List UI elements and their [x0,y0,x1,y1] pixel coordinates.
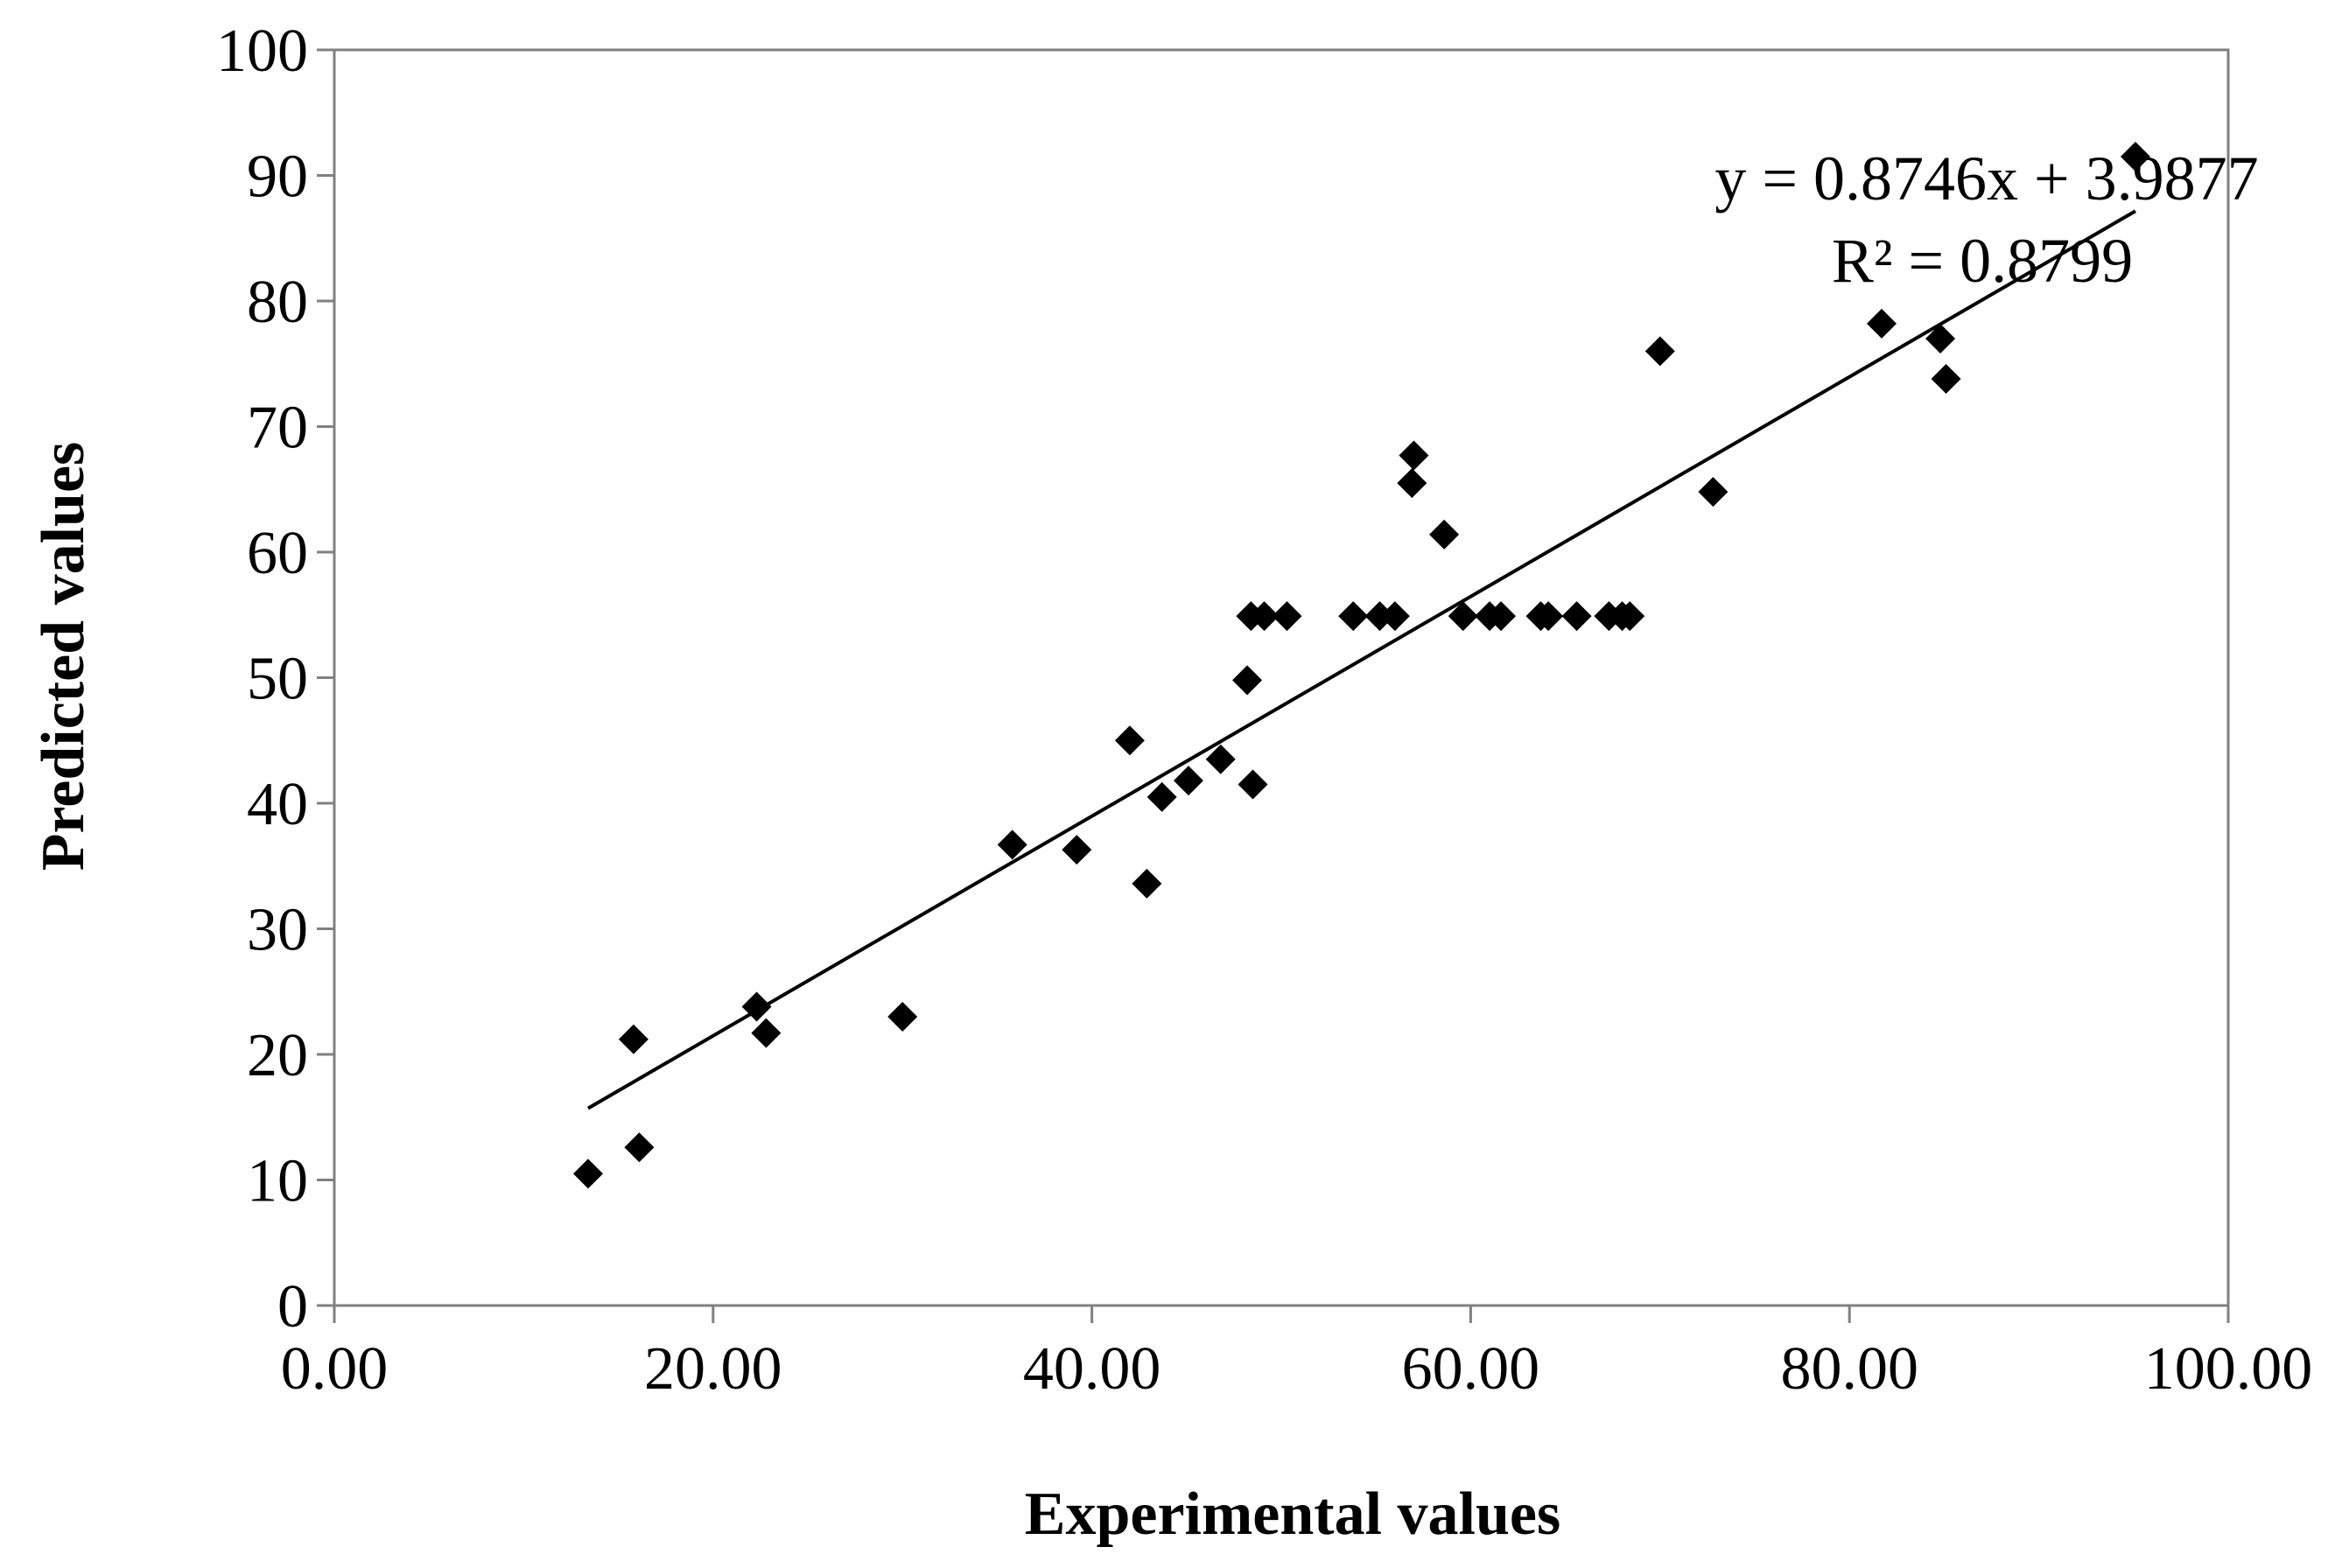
data-point [1866,308,1897,339]
data-point [1533,601,1564,632]
y-tick-label: 70 [247,395,308,462]
data-point [1615,601,1645,632]
data-point [1146,781,1177,812]
data-point [1132,868,1162,899]
trendline-equation-label: y = 0.8746x + 3.9877 [1714,144,2258,214]
data-point [1238,769,1268,800]
y-tick-label: 60 [247,520,308,587]
y-axis-title: Predicted values [30,442,97,872]
data-point [1399,440,1429,471]
data-point [1925,324,1956,354]
data-point [1364,601,1395,632]
data-point [1931,363,1961,394]
data-point [1173,766,1203,796]
data-point [751,1018,782,1048]
data-point [1249,601,1280,632]
y-tick-label: 10 [247,1148,308,1215]
data-point [572,1158,603,1189]
data-point [1698,477,1728,508]
data-point [887,1001,918,1032]
y-tick-label: 50 [247,646,308,713]
data-point [1205,744,1236,774]
y-tick-label: 100 [216,18,308,85]
y-tick-label: 90 [247,144,308,211]
trendline-layer [586,209,2136,1110]
data-point [1379,601,1410,632]
data-point [624,1132,655,1163]
data-point [1561,601,1592,632]
data-point [741,991,772,1022]
y-tick-label: 40 [247,771,308,838]
x-tick-label: 40.00 [1023,1335,1161,1403]
x-tick-label: 60.00 [1402,1335,1540,1403]
data-point [1338,601,1369,632]
r-squared-label: R² = 0.8799 [1832,226,2133,296]
y-tick-label: 30 [247,897,308,964]
trendline [586,209,2136,1110]
ticks-layer: 0 10 20 30 40 50 60 70 80 90 100 0.00 20.00 40.00 60.0… [216,18,2312,1403]
data-point [1397,468,1427,499]
x-tick-label: 0.00 [281,1335,389,1403]
y-tick-label: 80 [247,269,308,336]
data-point [618,1024,649,1054]
x-axis-title: Experimental values [1025,1480,1560,1548]
data-point [1114,725,1145,756]
data-point [1429,519,1460,550]
data-point [1644,336,1675,367]
data-point [1448,601,1478,632]
y-tick-label: 20 [247,1022,308,1089]
data-points-layer [572,141,2150,1189]
data-point [1486,601,1517,632]
x-tick-label: 80.00 [1780,1335,1918,1403]
data-point [997,830,1027,860]
data-point [1232,665,1263,696]
data-point [1062,835,1092,865]
data-point [2120,141,2150,172]
data-point [1272,601,1302,632]
x-tick-label: 100.00 [2144,1335,2313,1403]
y-tick-label: 0 [277,1273,308,1340]
x-tick-label: 20.00 [644,1335,782,1403]
